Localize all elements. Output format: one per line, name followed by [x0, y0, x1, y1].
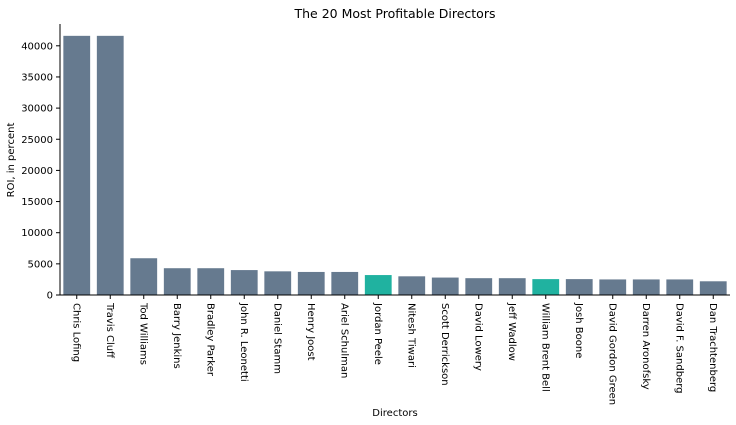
x-tick-label: David Lowery — [472, 303, 483, 371]
bar — [398, 276, 426, 295]
y-tick-label: 5000 — [28, 259, 53, 270]
x-tick-label: Henry Joost — [305, 303, 316, 361]
x-tick-label: Ariel Schulman — [338, 303, 349, 378]
bar — [297, 271, 325, 295]
bar — [632, 279, 660, 295]
x-tick-label: Dan Trachtenberg — [707, 303, 718, 392]
bar — [465, 278, 493, 295]
x-tick-label: Daniel Stamm — [271, 303, 282, 374]
x-tick-label: David F. Sandberg — [673, 303, 684, 394]
bar — [230, 270, 258, 295]
y-tick-label: 15000 — [21, 197, 53, 208]
bar — [431, 277, 459, 295]
bar — [331, 271, 359, 295]
y-tick-label: 0 — [47, 291, 53, 302]
x-axis: Chris Lofing Travis Cluff Tod Williams Barr… — [60, 294, 730, 405]
x-axis-label: Directors — [372, 408, 417, 419]
x-tick-label: Jeff Wadlow — [506, 302, 517, 361]
bar — [63, 35, 91, 296]
y-tick-label: 30000 — [21, 104, 53, 115]
bar — [599, 279, 627, 295]
bar — [197, 268, 225, 295]
x-tick-label: Chris Lofing — [70, 303, 81, 362]
x-tick-label: John R. Leonetti — [238, 302, 249, 382]
bar — [666, 279, 694, 295]
x-tick-label: Darren Aronofsky — [640, 303, 651, 390]
bar — [163, 268, 191, 295]
x-tick-label: Tod Williams — [137, 302, 148, 365]
bar — [532, 279, 560, 295]
x-tick-label: Scott Derrickson — [439, 303, 450, 386]
x-tick-label: David Gordon Green — [606, 303, 617, 405]
y-tick-label: 25000 — [21, 135, 53, 146]
x-tick-label: Travis Cluff — [104, 302, 115, 359]
x-tick-label: Bradley Parker — [204, 303, 215, 377]
bar — [130, 258, 158, 295]
y-axis: 0 5000 10000 15000 20000 25000 30000 35000 40000 — [21, 24, 61, 302]
bars-group — [63, 35, 727, 296]
x-tick-label: William Brent Bell — [539, 303, 550, 392]
bar — [364, 275, 392, 295]
bar — [264, 271, 292, 295]
y-tick-label: 40000 — [21, 41, 53, 52]
chart-title: The 20 Most Profitable Directors — [294, 6, 496, 21]
y-tick-label: 20000 — [21, 166, 53, 177]
x-tick-label: Josh Boone — [573, 302, 584, 358]
y-tick-label: 10000 — [21, 228, 53, 239]
bar — [96, 35, 124, 296]
bar — [565, 279, 593, 295]
y-axis-label: ROI, in percent — [6, 123, 17, 198]
x-tick-label: Jordan Peele — [372, 302, 383, 365]
x-tick-label: Barry Jenkins — [171, 303, 182, 369]
x-tick-label: Nitesh Tiwari — [405, 303, 416, 368]
bar — [498, 278, 526, 295]
bar — [699, 281, 727, 295]
y-tick-label: 35000 — [21, 72, 53, 83]
